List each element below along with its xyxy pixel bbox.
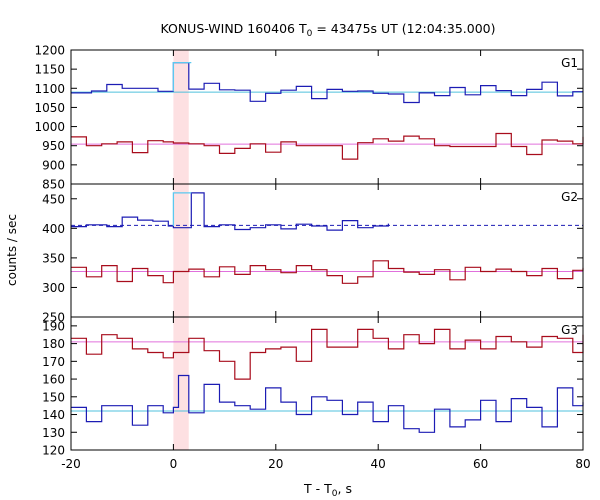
x-tick-label: 0 — [170, 457, 178, 471]
g1-y-tick-label: 950 — [42, 139, 65, 153]
g1-y-tick-label: 1150 — [34, 63, 65, 77]
chart-title: KONUS-WIND 160406 T0 = 43475s UT (12:04:… — [160, 21, 495, 39]
g3-blue-histogram — [71, 374, 584, 433]
g3-y-tick-label: 180 — [42, 337, 65, 351]
g1-y-tick-label: 900 — [42, 158, 65, 172]
g1-blue-histogram — [71, 62, 583, 104]
g2-y-tick-label: 300 — [42, 281, 65, 295]
y-axis-label: counts / sec — [5, 214, 19, 286]
g1-burst-segment — [172, 61, 192, 92]
g3-y-tick-label: 140 — [42, 408, 65, 422]
axes-layer: 85090095010001050110011501200G1250300350… — [34, 44, 590, 472]
x-tick-label: 60 — [473, 457, 488, 471]
g2-y-tick-label: 350 — [42, 251, 65, 265]
g3-y-tick-label: 160 — [42, 373, 65, 387]
g3-y-tick-label: 130 — [42, 426, 65, 440]
g1-panel-label: G1 — [561, 56, 578, 70]
g3-y-tick-label: 190 — [42, 319, 65, 333]
g3-panel-label: G3 — [561, 323, 578, 337]
x-tick-label: 80 — [575, 457, 590, 471]
g2-y-tick-label: 250 — [42, 311, 65, 325]
g1-y-tick-label: 1200 — [34, 44, 65, 58]
x-tick-label: -20 — [61, 457, 81, 471]
g2-y-tick-label: 400 — [42, 222, 65, 236]
g2-y-tick-label: 450 — [42, 192, 65, 206]
g1-red-histogram — [71, 132, 584, 160]
g3-y-tick-label: 150 — [42, 390, 65, 404]
burst-interval-shade — [173, 50, 189, 450]
g2-blue-histogram — [71, 192, 389, 231]
g2-panel-frame — [70, 183, 584, 318]
g1-y-tick-label: 850 — [42, 178, 65, 192]
series-layer — [71, 61, 584, 433]
g1-panel-frame — [70, 49, 584, 185]
g1-y-tick-label: 1100 — [34, 82, 65, 96]
x-axis-label: T - T0, s — [303, 481, 352, 499]
g1-y-tick-label: 1050 — [34, 101, 65, 115]
g2-panel-label: G2 — [561, 190, 578, 204]
g1-y-tick-label: 1000 — [34, 120, 65, 134]
x-tick-label: 20 — [268, 457, 283, 471]
g3-panel-frame — [70, 316, 584, 451]
g2-red-histogram — [71, 260, 584, 284]
g3-red-histogram — [71, 328, 584, 380]
g3-y-tick-label: 120 — [42, 444, 65, 458]
g3-y-tick-label: 170 — [42, 355, 65, 369]
x-tick-label: 40 — [371, 457, 386, 471]
g2-burst-segment — [172, 192, 192, 226]
